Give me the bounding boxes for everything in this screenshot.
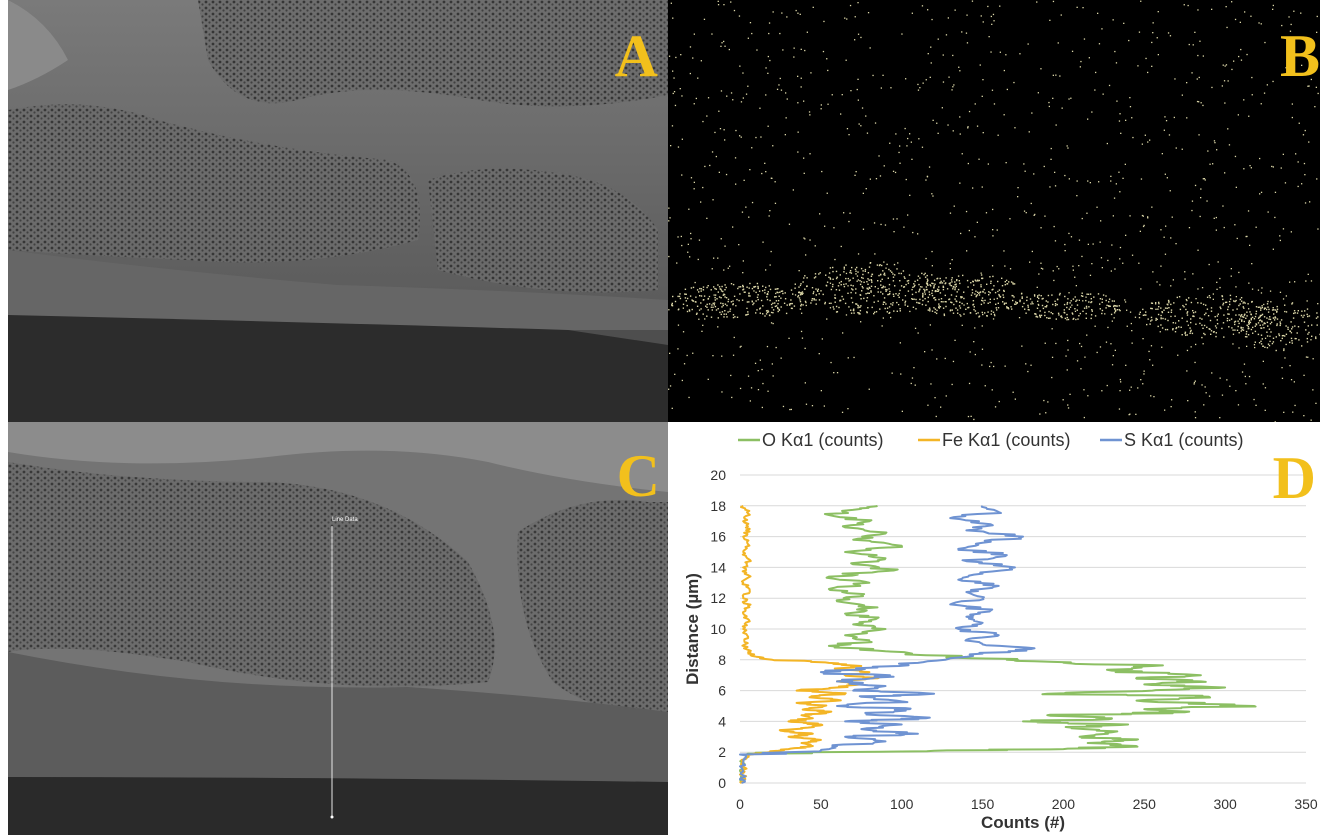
x-tick-label: 200 [1052, 796, 1076, 812]
x-tick-label: 350 [1294, 796, 1318, 812]
y-tick-label: 12 [710, 590, 726, 606]
y-tick-label: 8 [718, 652, 726, 668]
y-tick-label: 18 [710, 498, 726, 514]
y-tick-label: 20 [710, 467, 726, 483]
line-scan-chart-panel: 0 2 4 6 8 10 12 14 16 18 20 0 50 100 150 200 250 300 350 Co… [668, 422, 1320, 835]
panel-label-d: D [1272, 445, 1316, 511]
x-axis-title: Counts (#) [981, 813, 1065, 832]
eds-element-map [668, 0, 1320, 422]
panel-label-a: A [614, 23, 658, 89]
line-scan-end-marker [330, 815, 334, 819]
element-map-dots [668, 0, 1320, 422]
y-tick-label: 2 [718, 744, 726, 760]
panel-label-b: B [1279, 23, 1320, 89]
series-line-2 [739, 504, 880, 784]
y-tick-label: 6 [718, 683, 726, 699]
x-tick-label: 50 [813, 796, 829, 812]
y-tick-label: 14 [710, 559, 726, 575]
x-tick-label: 300 [1213, 796, 1237, 812]
sem-image-panel-a: A [8, 0, 668, 422]
legend-label: Fe Kα1 (counts) [942, 430, 1070, 450]
y-tick-label: 4 [718, 713, 726, 729]
x-tick-label: 0 [736, 796, 744, 812]
y-tick-label: 0 [718, 775, 726, 791]
sem-image-c: Line Data [8, 422, 668, 835]
y-axis-title: Distance (µm) [683, 573, 702, 685]
x-tick-label: 250 [1133, 796, 1157, 812]
sem-image-panel-c: Line Data C [8, 422, 668, 835]
legend-label: O Kα1 (counts) [762, 430, 883, 450]
y-tick-label: 10 [710, 621, 726, 637]
series-line-3 [739, 505, 1036, 784]
line-data-label: Line Data [332, 517, 358, 523]
x-tick-label: 100 [890, 796, 914, 812]
y-tick-label: 16 [710, 529, 726, 545]
sem-image-a [8, 0, 668, 422]
eds-map-panel-b: B [668, 0, 1320, 422]
legend-label: S Kα1 (counts) [1124, 430, 1243, 450]
panel-label-c: C [616, 443, 660, 509]
series-line-1 [739, 504, 1257, 784]
x-tick-label: 150 [971, 796, 995, 812]
